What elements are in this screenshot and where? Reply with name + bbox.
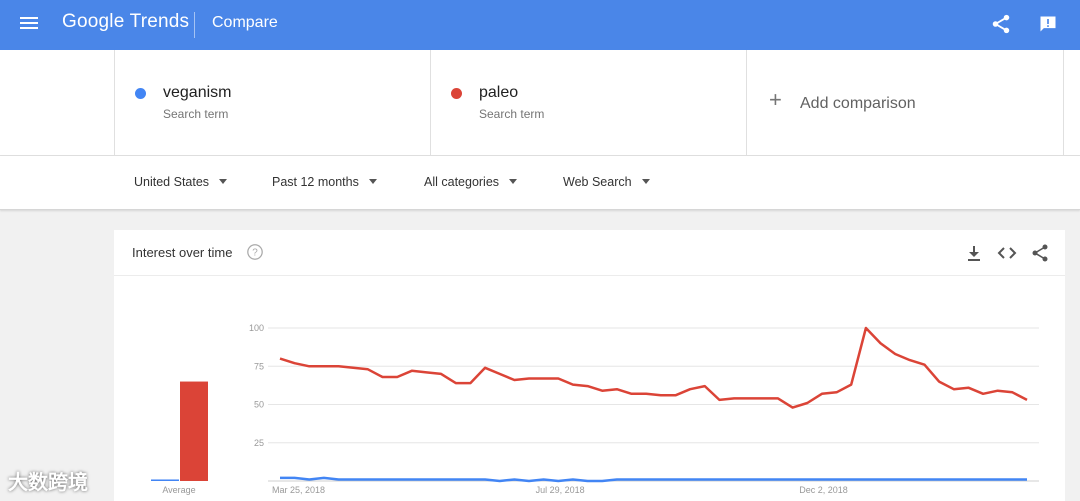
category-value: All categories	[424, 175, 500, 189]
filters-row: United States Past 12 months All categor…	[0, 156, 1080, 210]
category-dropdown[interactable]: All categories	[424, 175, 518, 189]
time-range-dropdown[interactable]: Past 12 months	[272, 175, 377, 189]
svg-text:?: ?	[252, 248, 258, 259]
interest-over-time-card: Interest over time ? 25 50 75 100 Average Mar…	[114, 230, 1065, 501]
search-terms-row: veganism Search term paleo Search term +…	[0, 50, 1080, 156]
chevron-down-icon	[509, 179, 518, 185]
search-type-dropdown[interactable]: Web Search	[563, 175, 650, 189]
menu-icon[interactable]	[20, 14, 40, 34]
help-icon[interactable]: ?	[246, 243, 264, 261]
chevron-down-icon	[641, 179, 650, 185]
term-type: Search term	[163, 107, 229, 121]
y-tick-label: 50	[254, 400, 264, 410]
region-dropdown[interactable]: United States	[134, 175, 228, 189]
watermark-text: 大数跨境	[8, 470, 88, 494]
x-tick-label: Mar 25, 2018	[272, 485, 325, 495]
average-bar	[180, 381, 208, 481]
share-icon[interactable]	[1030, 243, 1050, 263]
series-line-paleo	[279, 326, 1028, 409]
header-divider	[194, 12, 195, 38]
y-tick-label: 75	[254, 361, 264, 371]
series-line-veganism	[280, 476, 1027, 483]
interest-chart: 25 50 75 100 Average Mar 25, 2018 Jul 29, 2018…	[151, 323, 1039, 495]
card-header: Interest over time ?	[114, 230, 1065, 276]
y-tick-label: 100	[249, 323, 264, 333]
term-color-dot	[451, 88, 462, 99]
add-comparison-button[interactable]: + Add comparison	[746, 50, 1064, 156]
search-type-value: Web Search	[563, 175, 632, 189]
share-icon[interactable]	[990, 13, 1012, 35]
average-bar	[151, 479, 179, 481]
region-value: United States	[134, 175, 210, 189]
chevron-down-icon	[368, 179, 377, 185]
term-card-veganism[interactable]: veganism Search term	[114, 50, 430, 156]
term-type: Search term	[479, 107, 545, 121]
time-range-value: Past 12 months	[272, 175, 359, 189]
y-tick-label: 25	[254, 438, 264, 448]
term-name[interactable]: veganism	[163, 84, 232, 101]
average-label: Average	[162, 485, 195, 495]
embed-icon[interactable]	[997, 243, 1017, 263]
term-card-paleo[interactable]: paleo Search term	[430, 50, 746, 156]
google-trends-logo[interactable]: Google Trends	[62, 11, 190, 32]
top-bar: Google Trends Compare	[0, 0, 1080, 50]
page-title: Compare	[212, 14, 278, 31]
chevron-down-icon	[219, 179, 228, 185]
add-comparison-label: Add comparison	[800, 95, 916, 112]
x-tick-label: Dec 2, 2018	[799, 485, 848, 495]
feedback-icon[interactable]	[1038, 14, 1058, 34]
plus-icon: +	[769, 87, 782, 112]
download-icon[interactable]	[964, 243, 984, 263]
x-tick-label: Jul 29, 2018	[536, 485, 585, 495]
term-name[interactable]: paleo	[479, 84, 519, 101]
card-title: Interest over time	[132, 245, 233, 260]
term-color-dot	[135, 88, 146, 99]
